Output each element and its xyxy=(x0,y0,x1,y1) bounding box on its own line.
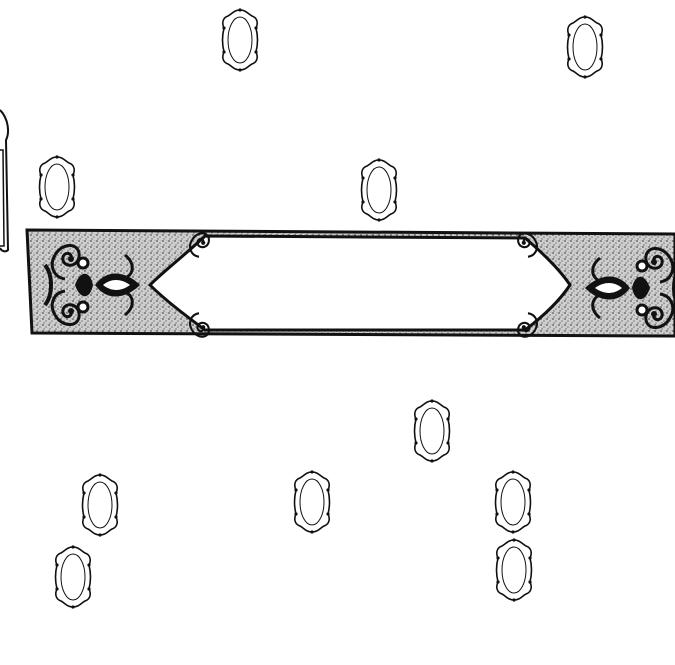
oval-frame xyxy=(494,470,532,534)
oval-frame xyxy=(221,8,259,72)
oval-frame xyxy=(54,545,92,609)
oval-frame xyxy=(81,473,119,537)
oval-frame xyxy=(495,538,533,602)
oval-frame xyxy=(566,15,604,79)
oval-frame xyxy=(38,155,76,219)
oval-frame xyxy=(413,399,451,463)
banner-cartouche xyxy=(25,228,675,338)
oval-frame xyxy=(360,158,398,222)
oval-frames xyxy=(38,8,604,609)
edge-frame-left xyxy=(0,109,10,253)
oval-frame xyxy=(293,470,331,534)
